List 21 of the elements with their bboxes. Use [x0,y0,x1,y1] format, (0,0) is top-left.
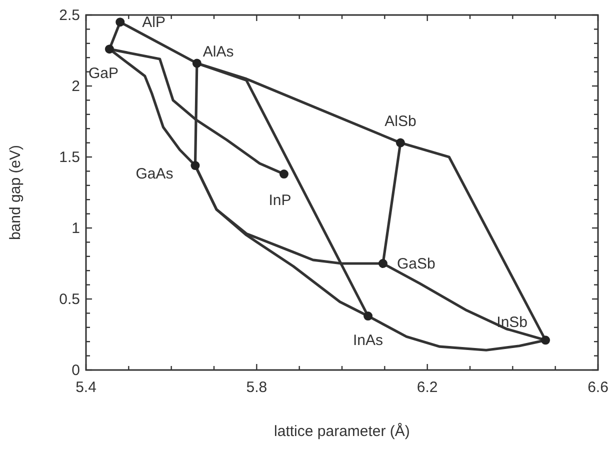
x-tick-label: 6.6 [588,379,608,396]
annotation: GaAs [136,166,174,183]
y-tick-label: 0.5 [59,291,80,308]
y-tick-label: 2 [72,78,80,95]
annotation: GaP [88,65,118,82]
annotation: GaSb [396,256,436,272]
y-tick-label: 0 [72,362,80,379]
annotation: AlAs [202,43,234,60]
x-axis-title: lattice parameter (Å) [274,422,410,440]
x-tick-label: 5.4 [76,379,96,396]
annotation: InAs [353,332,384,350]
annotation: AlSb [384,112,416,130]
x-tick-label: 6.2 [416,379,438,396]
y-axis-title: band gap (eV) [7,144,24,240]
y-tick-label: 2.5 [59,7,80,24]
y-tick-label: 1.5 [59,149,80,166]
x-tick-label: 5.8 [246,379,268,396]
annotation: InSb [496,314,528,332]
y-tick-label: 1 [72,220,80,237]
annotation: AlP [142,14,166,32]
annotation: InP [268,192,292,210]
